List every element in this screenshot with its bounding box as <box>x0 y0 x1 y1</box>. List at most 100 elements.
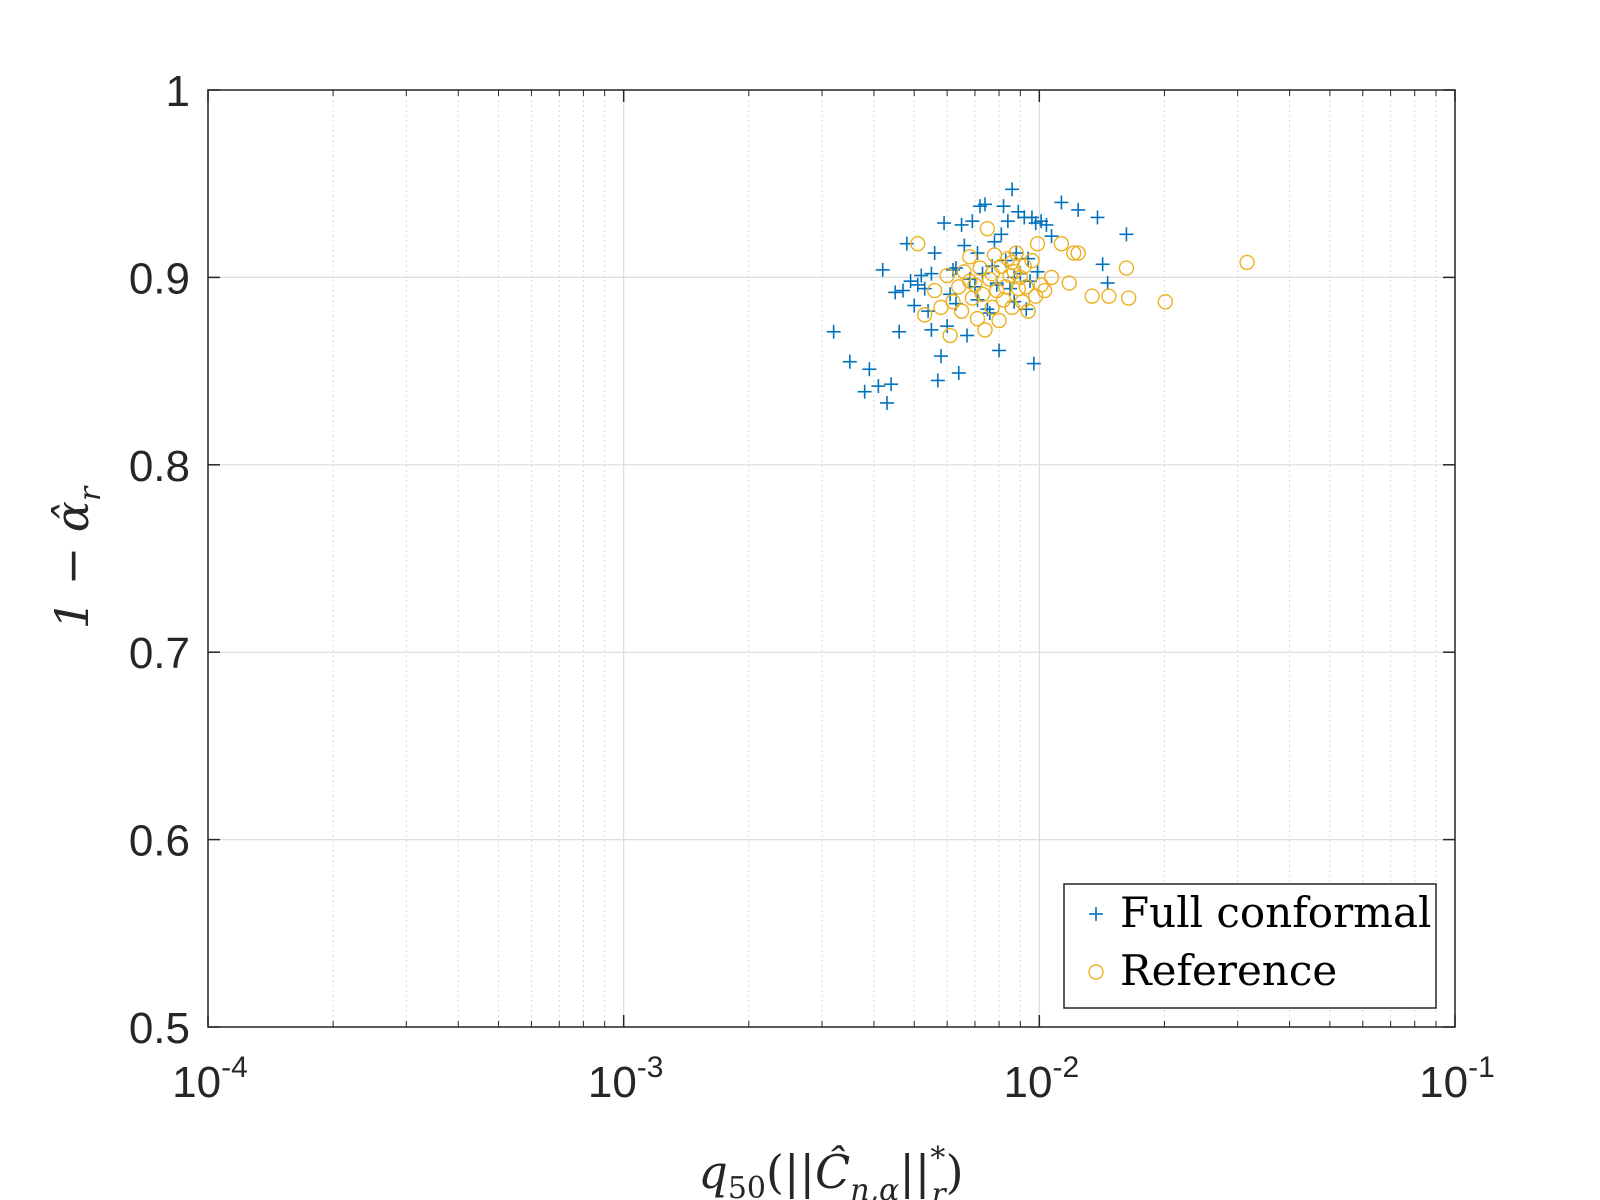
data-point <box>1005 182 1020 197</box>
data-point <box>875 262 890 277</box>
data-point <box>933 349 948 364</box>
data-point <box>917 281 932 296</box>
data-point <box>927 246 942 261</box>
data-point <box>967 277 983 293</box>
data-point <box>899 236 914 251</box>
data-point <box>1000 250 1016 267</box>
data-point <box>1239 254 1255 271</box>
data-point <box>879 395 894 410</box>
data-point <box>956 264 973 280</box>
data-point <box>1070 245 1086 261</box>
data-point <box>926 282 943 299</box>
data-point <box>1095 257 1110 272</box>
data-point <box>884 377 899 392</box>
legend-marker-symbol <box>1089 907 1103 921</box>
series-full-conformal <box>826 182 1134 410</box>
data-point <box>957 238 972 253</box>
data-point <box>888 285 903 300</box>
x-tick-label: 10-2 <box>1004 1051 1080 1107</box>
y-axis-label-subscript: r <box>73 485 108 501</box>
data-point <box>1157 294 1174 310</box>
data-point <box>996 199 1011 214</box>
data-point <box>914 268 929 283</box>
data-point <box>962 273 978 289</box>
y-axis-label: 1 − α̂r <box>45 485 108 629</box>
data-point <box>1018 279 1034 295</box>
data-point <box>1030 264 1045 279</box>
legend-marker-reference <box>1088 964 1104 980</box>
data-point <box>1007 294 1022 309</box>
data-point <box>921 304 936 319</box>
y-tick-label: 0.6 <box>129 817 190 866</box>
data-point <box>980 302 995 317</box>
data-point <box>994 227 1009 242</box>
data-point <box>997 279 1014 295</box>
data-point <box>910 235 926 252</box>
data-point <box>992 343 1007 358</box>
data-point <box>1036 282 1053 299</box>
data-point <box>974 286 991 302</box>
data-point <box>907 298 922 313</box>
data-point <box>954 217 969 232</box>
y-tick-label: 0.7 <box>129 629 190 678</box>
data-point <box>1002 281 1017 296</box>
data-point <box>1084 288 1100 304</box>
data-point <box>979 220 996 237</box>
data-point <box>960 328 975 343</box>
data-point <box>1044 229 1059 244</box>
data-point <box>943 287 958 302</box>
data-point <box>940 319 955 334</box>
y-tick-label: 1 <box>166 67 190 116</box>
y-tick-label: 0.5 <box>129 1004 190 1053</box>
data-point <box>1008 245 1024 261</box>
data-point <box>1090 210 1105 225</box>
data-point <box>970 246 985 261</box>
data-point <box>1120 290 1137 306</box>
data-point <box>1039 217 1054 232</box>
data-point <box>977 197 992 212</box>
data-point <box>1066 245 1082 261</box>
legend-label-reference: Reference <box>1120 946 1337 995</box>
data-point <box>1011 204 1026 219</box>
series-reference <box>910 220 1255 344</box>
data-point <box>930 373 945 388</box>
plot-area <box>207 89 1456 1028</box>
x-axis-label: q50(||Ĉn,α||* r) <box>698 1141 963 1200</box>
data-point <box>945 294 961 310</box>
y-tick-label: 0.9 <box>129 254 190 303</box>
data-point <box>1043 269 1060 286</box>
data-point <box>1014 294 1031 310</box>
data-point <box>871 379 886 394</box>
data-point <box>1000 214 1015 229</box>
data-point <box>1020 303 1036 319</box>
data-point <box>1026 356 1041 371</box>
data-point <box>1004 254 1020 271</box>
data-point <box>977 322 993 338</box>
data-point <box>1061 275 1077 291</box>
data-point <box>984 299 1000 316</box>
data-point <box>962 249 978 265</box>
legend: Full conformal Reference <box>1063 883 1437 1009</box>
data-point <box>842 354 857 369</box>
data-point <box>903 274 918 289</box>
data-point <box>1100 276 1115 291</box>
data-point <box>951 279 967 295</box>
data-point <box>1024 210 1039 225</box>
data-point <box>965 214 980 229</box>
legend-label-full-conformal: Full conformal <box>1120 888 1431 937</box>
data-point <box>1024 252 1040 269</box>
x-tick-label: 10-4 <box>172 1051 248 1107</box>
data-point <box>1029 235 1046 252</box>
axis-ticks: 10-4 10-3 10-2 10-1 0.5 0.6 0.7 0.8 0.9 1 <box>129 67 1495 1107</box>
legend-marker-full-conformal <box>1089 907 1103 921</box>
data-point <box>896 283 911 298</box>
data-point <box>862 362 877 377</box>
data-point <box>917 307 933 323</box>
data-point <box>939 267 955 284</box>
data-point <box>995 292 1012 308</box>
data-point <box>987 234 1002 249</box>
x-tick-label: 10-3 <box>588 1051 664 1107</box>
data-point <box>982 306 997 321</box>
data-point <box>984 265 1000 282</box>
data-point <box>942 327 958 344</box>
